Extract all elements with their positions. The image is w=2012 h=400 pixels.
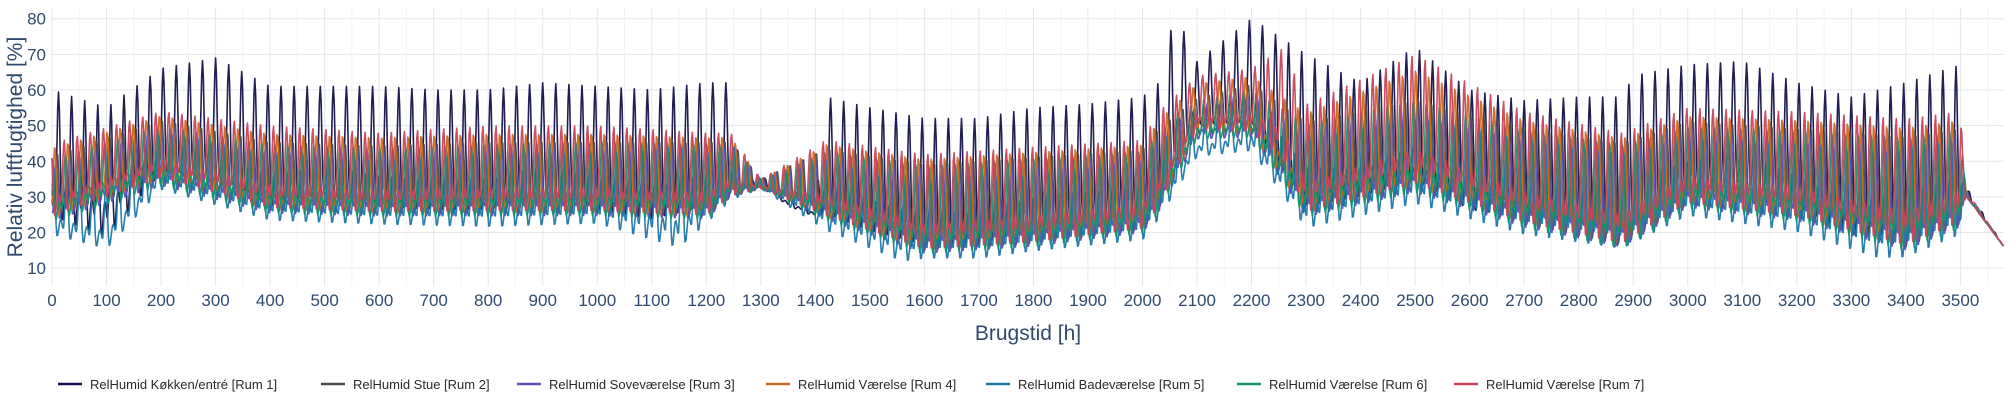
x-tick-label: 2900 xyxy=(1614,291,1652,310)
y-tick-label: 60 xyxy=(27,81,46,100)
x-tick-label: 2600 xyxy=(1451,291,1489,310)
y-tick-label: 70 xyxy=(27,45,46,64)
x-tick-label: 1700 xyxy=(960,291,998,310)
x-tick-label: 600 xyxy=(365,291,393,310)
x-tick-label: 3100 xyxy=(1723,291,1761,310)
x-tick-label: 3500 xyxy=(1941,291,1979,310)
x-tick-label: 3300 xyxy=(1832,291,1870,310)
legend-label: RelHumid Stue [Rum 2] xyxy=(353,377,490,392)
legend: RelHumid Køkken/entré [Rum 1] RelHumid St… xyxy=(58,377,1644,392)
series-lines xyxy=(51,19,2005,261)
y-axis-title: Relativ luftfugtighed [%] xyxy=(4,37,27,258)
x-tick-label: 0 xyxy=(47,291,56,310)
x-tick-label: 2800 xyxy=(1560,291,1598,310)
x-tick-label: 2100 xyxy=(1178,291,1216,310)
x-tick-label: 1600 xyxy=(905,291,943,310)
legend-label: RelHumid Køkken/entré [Rum 1] xyxy=(90,377,277,392)
series-line xyxy=(51,99,2005,261)
x-tick-label: 2400 xyxy=(1342,291,1380,310)
x-tick-label: 3400 xyxy=(1887,291,1925,310)
x-tick-label: 1000 xyxy=(578,291,616,310)
x-tick-label: 1900 xyxy=(1069,291,1107,310)
y-tick-labels: 10 20 30 40 50 60 70 80 xyxy=(27,10,46,278)
x-tick-label: 2000 xyxy=(1124,291,1162,310)
x-tick-label: 1800 xyxy=(1015,291,1053,310)
x-tick-label: 3200 xyxy=(1778,291,1816,310)
x-tick-label: 2700 xyxy=(1505,291,1543,310)
x-tick-labels: 0 100 200 300 400 500 600 700 800 900 1000 1100 1200… xyxy=(47,291,1979,310)
y-tick-label: 10 xyxy=(27,259,46,278)
x-tick-label: 1200 xyxy=(687,291,725,310)
y-tick-label: 80 xyxy=(27,10,46,29)
x-tick-label: 2300 xyxy=(1287,291,1325,310)
y-tick-label: 20 xyxy=(27,224,46,243)
x-axis-title: Brugstid [h] xyxy=(975,322,1081,345)
legend-label: RelHumid Værelse [Rum 4] xyxy=(798,377,956,392)
x-tick-label: 200 xyxy=(147,291,175,310)
x-tick-label: 1400 xyxy=(796,291,834,310)
x-tick-label: 300 xyxy=(201,291,229,310)
legend-label: RelHumid Værelse [Rum 6] xyxy=(1269,377,1427,392)
legend-label: RelHumid Soveværelse [Rum 3] xyxy=(549,377,735,392)
x-tick-label: 1300 xyxy=(742,291,780,310)
legend-label: RelHumid Værelse [Rum 7] xyxy=(1486,377,1644,392)
series-line xyxy=(51,49,2005,249)
y-tick-label: 40 xyxy=(27,152,46,171)
x-tick-label: 100 xyxy=(92,291,120,310)
x-tick-label: 500 xyxy=(310,291,338,310)
x-tick-label: 1500 xyxy=(851,291,889,310)
x-tick-label: 3000 xyxy=(1669,291,1707,310)
x-tick-label: 2200 xyxy=(1233,291,1271,310)
x-tick-label: 900 xyxy=(529,291,557,310)
x-tick-label: 700 xyxy=(419,291,447,310)
x-tick-label: 400 xyxy=(256,291,284,310)
y-tick-label: 30 xyxy=(27,188,46,207)
y-tick-label: 50 xyxy=(27,117,46,136)
x-tick-label: 2500 xyxy=(1396,291,1434,310)
x-tick-label: 1100 xyxy=(633,291,670,310)
legend-label: RelHumid Badeværelse [Rum 5] xyxy=(1018,377,1204,392)
x-tick-label: 800 xyxy=(474,291,502,310)
